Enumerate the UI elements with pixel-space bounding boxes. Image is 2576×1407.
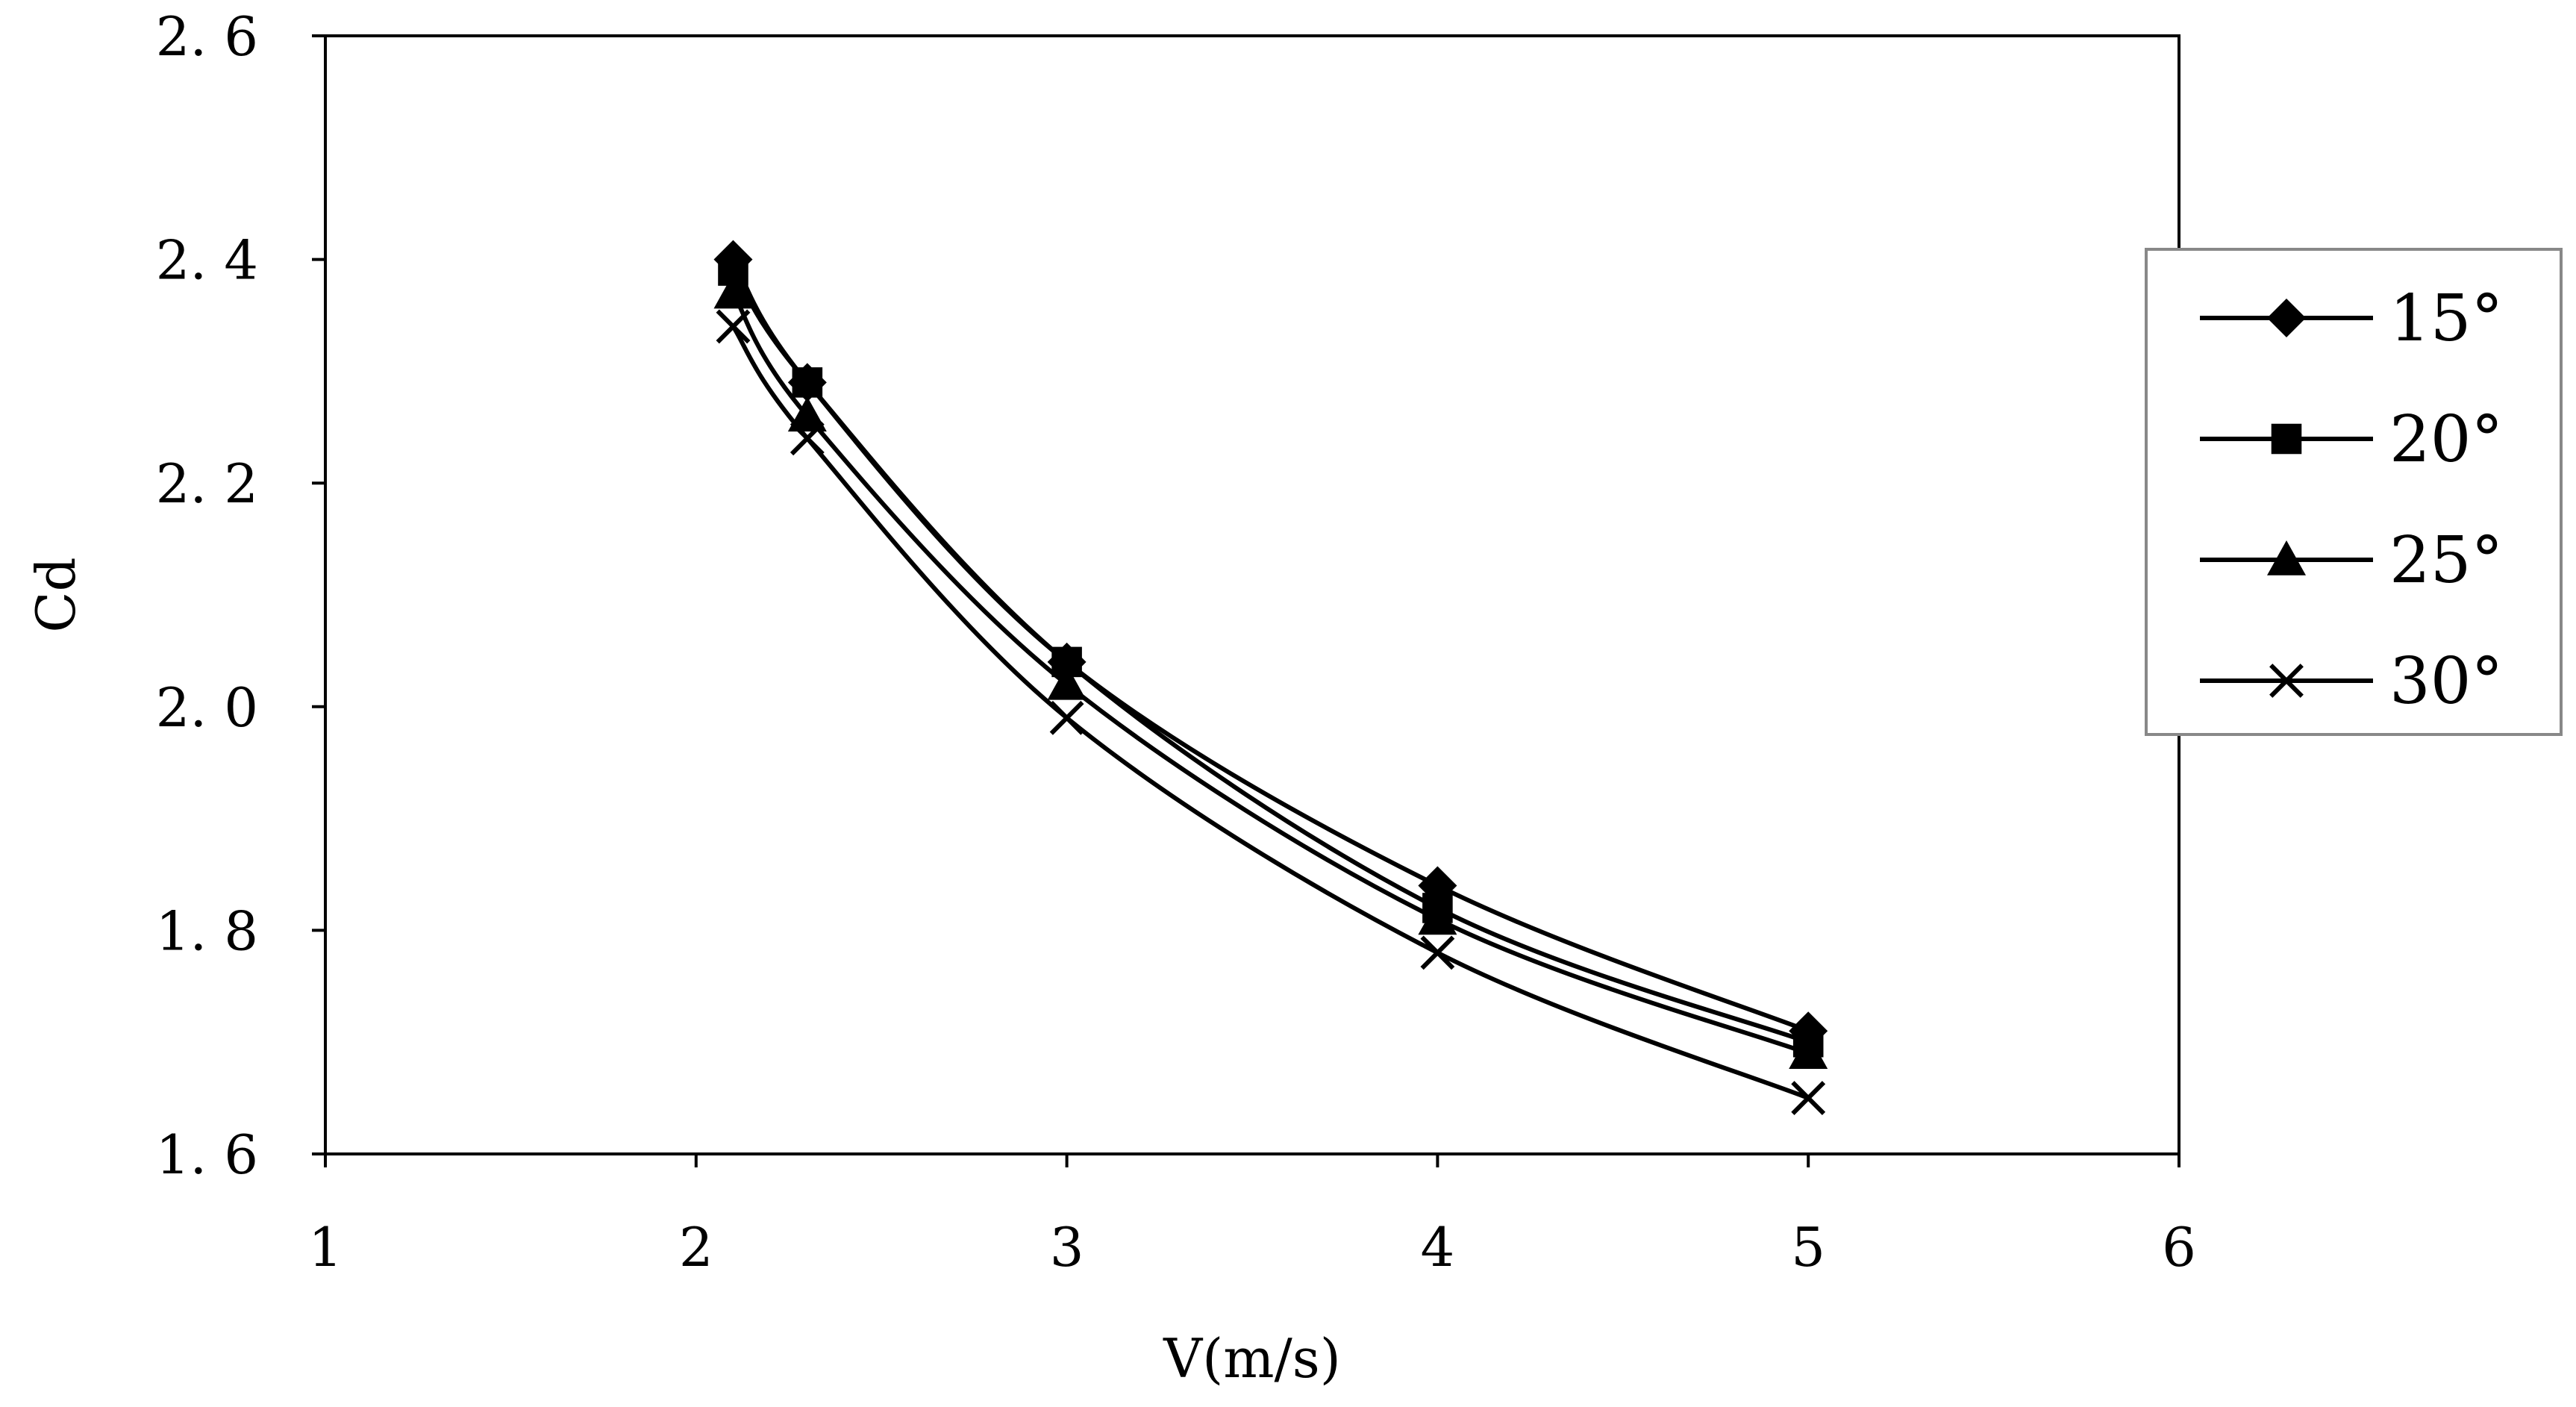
y-tick-label: 1. 8 (156, 899, 258, 962)
data-point-series-2-3 (1418, 899, 1457, 935)
y-axis-label: Cd (25, 557, 87, 632)
legend-label: 25° (2389, 523, 2503, 598)
y-tick-label: 2. 6 (156, 5, 258, 68)
legend-marker (2267, 540, 2306, 575)
y-tick-label: 1. 6 (156, 1123, 258, 1186)
data-point-series-3-0 (716, 309, 751, 344)
data-point-series-2-2 (1047, 664, 1087, 700)
legend-item: 15° (2200, 281, 2503, 356)
legend-label: 15° (2389, 281, 2503, 356)
x-tick-label: 3 (1050, 1216, 1084, 1279)
data-point-series-3-4 (1791, 1081, 1826, 1116)
data-point-series-3-3 (1420, 935, 1455, 970)
x-tick-label: 4 (1420, 1216, 1454, 1279)
data-point-series-2-0 (713, 273, 753, 309)
legend-box (2145, 248, 2563, 736)
y-tick-label: 2. 0 (156, 676, 258, 739)
legend-label: 20° (2389, 402, 2503, 477)
x-tick-label: 1 (308, 1216, 343, 1279)
legend-label: 30° (2389, 644, 2503, 719)
data-point-series-2-4 (1789, 1034, 1828, 1069)
data-point-series-3-1 (790, 421, 825, 456)
legend-item: 20° (2200, 402, 2503, 477)
legend-marker (2271, 423, 2302, 455)
x-tick-label: 2 (679, 1216, 713, 1279)
y-tick-label: 2. 4 (156, 229, 258, 292)
data-point-series-2-1 (787, 396, 827, 432)
legend: 15° 20° 25° 30° (2145, 248, 2563, 736)
y-tick-label: 2. 2 (156, 452, 258, 515)
legend-item: 30° (2200, 644, 2503, 719)
x-tick-label: 6 (2162, 1216, 2196, 1279)
x-tick-label: 5 (1791, 1216, 1825, 1279)
x-axis-label: V(m/s) (1163, 1327, 1341, 1390)
legend-marker (2269, 664, 2304, 698)
data-point-series-1-1 (792, 367, 823, 398)
legend-item: 25° (2200, 523, 2503, 598)
legend-marker (2267, 299, 2306, 337)
data-point-series-3-2 (1049, 700, 1084, 735)
